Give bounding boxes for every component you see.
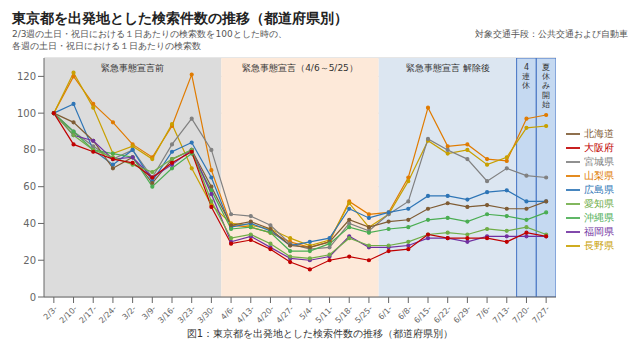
svg-text:緊急事態宣言前: 緊急事態宣言前 xyxy=(101,63,164,73)
svg-text:20: 20 xyxy=(23,255,36,266)
svg-text:2/17-: 2/17- xyxy=(78,304,99,325)
html-text:東京都を出発地とした検索件数の推移（都道府県別）: 東京都を出発地とした検索件数の推移（都道府県別） xyxy=(12,10,348,26)
svg-text:0: 0 xyxy=(30,292,36,303)
svg-text:2/24-: 2/24- xyxy=(97,304,118,325)
svg-text:120: 120 xyxy=(17,71,36,82)
html-text:山梨県: 山梨県 xyxy=(584,169,614,181)
html-text:広島県: 広島県 xyxy=(584,183,614,195)
svg-text:3/9-: 3/9- xyxy=(140,304,158,322)
html-text:沖縄県: 沖縄県 xyxy=(584,211,614,223)
html-text:図1：東京都を出発地とした検索件数の推移（都道府県別）: 図1：東京都を出発地とした検索件数の推移（都道府県別） xyxy=(186,328,454,339)
html-text:愛知県: 愛知県 xyxy=(584,197,614,209)
svg-text:40: 40 xyxy=(23,218,36,229)
svg-text:夏休み開始: 夏休み開始 xyxy=(542,63,550,109)
svg-text:7/6-: 7/6- xyxy=(475,304,493,322)
html-text:長野県: 長野県 xyxy=(584,239,614,251)
svg-text:緊急事態宣言 解除後: 緊急事態宣言 解除後 xyxy=(406,63,490,73)
svg-text:6/1-: 6/1- xyxy=(377,304,395,322)
svg-text:2/3-: 2/3- xyxy=(41,304,60,322)
html-text:大阪府: 大阪府 xyxy=(584,141,614,153)
svg-text:4/20-: 4/20- xyxy=(255,304,276,325)
svg-text:3/23-: 3/23- xyxy=(176,304,197,325)
html-text:福岡県: 福岡県 xyxy=(584,225,614,237)
svg-text:2/10-: 2/10- xyxy=(58,304,79,325)
svg-text:80: 80 xyxy=(23,144,36,155)
svg-text:4連休: 4連休 xyxy=(522,63,530,90)
svg-text:7/27-: 7/27- xyxy=(530,304,551,325)
svg-text:6/22-: 6/22- xyxy=(432,304,453,325)
svg-text:緊急事態宣言（4/6～5/25）: 緊急事態宣言（4/6～5/25） xyxy=(242,63,358,73)
svg-text:6/15-: 6/15- xyxy=(412,304,433,325)
svg-text:5/4-: 5/4- xyxy=(297,304,316,322)
svg-text:5/25-: 5/25- xyxy=(353,304,374,325)
svg-text:5/11-: 5/11- xyxy=(314,304,335,325)
svg-text:100: 100 xyxy=(17,108,36,119)
html-text:北海道: 北海道 xyxy=(584,127,614,139)
svg-text:3/16-: 3/16- xyxy=(156,304,177,325)
html-text:2/3週の土日・祝日における１日あたりの検索数を100とした: 2/3週の土日・祝日における１日あたりの検索数を100とした時の、 xyxy=(12,29,287,39)
svg-text:6/8-: 6/8- xyxy=(396,304,414,322)
svg-text:4/27-: 4/27- xyxy=(274,304,295,325)
svg-text:5/18-: 5/18- xyxy=(334,304,355,325)
html-text:対象交通手段：公共交通および自動車: 対象交通手段：公共交通および自動車 xyxy=(475,29,628,39)
svg-text:60: 60 xyxy=(23,181,36,192)
svg-text:4/6-: 4/6- xyxy=(219,304,237,322)
html-text:宮城県: 宮城県 xyxy=(584,155,614,167)
svg-text:3/30-: 3/30- xyxy=(196,304,217,325)
svg-text:4/13-: 4/13- xyxy=(235,304,256,325)
svg-text:6/29-: 6/29- xyxy=(452,304,473,325)
svg-text:7/13-: 7/13- xyxy=(491,304,512,325)
html-text:各週の土日・祝日における１日あたりの検索数: 各週の土日・祝日における１日あたりの検索数 xyxy=(12,41,201,51)
svg-text:3/2-: 3/2- xyxy=(121,304,139,322)
svg-text:7/20-: 7/20- xyxy=(511,304,532,325)
